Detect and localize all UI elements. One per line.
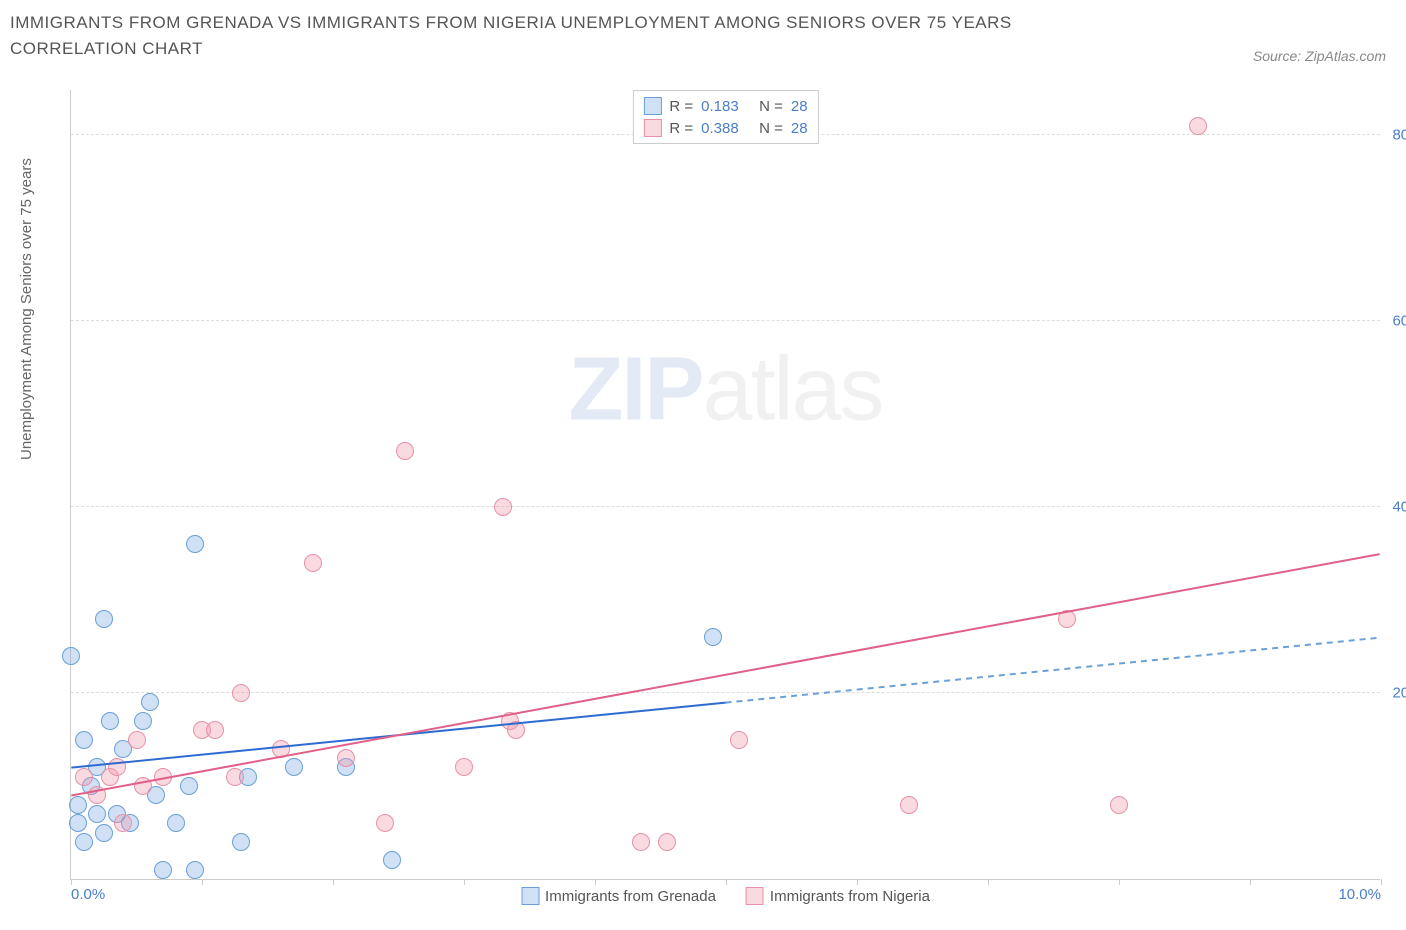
point-nigeria: [75, 768, 93, 786]
legend-item-nigeria: Immigrants from Nigeria: [746, 887, 930, 905]
point-nigeria: [128, 731, 146, 749]
n-label: N =: [759, 98, 783, 115]
point-nigeria: [114, 814, 132, 832]
point-grenada: [75, 833, 93, 851]
plot-area: ZIPatlas R = 0.183 N = 28 R = 0.388 N = …: [70, 90, 1380, 880]
x-tick: [1119, 879, 1120, 885]
x-tick: [1250, 879, 1251, 885]
swatch-grenada: [521, 887, 539, 905]
y-tick-label: 20.0%: [1392, 685, 1406, 702]
point-grenada: [186, 861, 204, 879]
point-grenada: [69, 796, 87, 814]
point-grenada: [285, 758, 303, 776]
point-grenada: [186, 535, 204, 553]
n-value-grenada: 28: [791, 98, 808, 115]
x-tick: [202, 879, 203, 885]
point-grenada: [95, 610, 113, 628]
point-nigeria: [1189, 117, 1207, 135]
x-tick: [464, 879, 465, 885]
legend-row-grenada: R = 0.183 N = 28: [643, 95, 807, 117]
watermark: ZIPatlas: [568, 338, 882, 441]
point-grenada: [95, 824, 113, 842]
point-grenada: [134, 712, 152, 730]
point-nigeria: [455, 758, 473, 776]
chart-title: IMMIGRANTS FROM GRENADA VS IMMIGRANTS FR…: [10, 10, 1110, 61]
trend-line: [71, 703, 725, 768]
point-nigeria: [1058, 610, 1076, 628]
legend-item-grenada: Immigrants from Grenada: [521, 887, 716, 905]
point-nigeria: [88, 786, 106, 804]
point-grenada: [141, 693, 159, 711]
r-value-nigeria: 0.388: [701, 120, 751, 137]
x-tick: [988, 879, 989, 885]
point-grenada: [88, 805, 106, 823]
point-nigeria: [154, 768, 172, 786]
point-nigeria: [494, 498, 512, 516]
point-nigeria: [1110, 796, 1128, 814]
legend-label-nigeria: Immigrants from Nigeria: [770, 888, 930, 905]
watermark-atlas: atlas: [702, 339, 882, 439]
point-grenada: [101, 712, 119, 730]
watermark-zip: ZIP: [568, 339, 702, 439]
x-tick: [1381, 879, 1382, 885]
point-grenada: [167, 814, 185, 832]
point-nigeria: [376, 814, 394, 832]
legend-row-nigeria: R = 0.388 N = 28: [643, 117, 807, 139]
gridline: [71, 506, 1380, 507]
point-nigeria: [134, 777, 152, 795]
point-nigeria: [632, 833, 650, 851]
gridline: [71, 320, 1380, 321]
swatch-nigeria: [643, 119, 661, 137]
r-label: R =: [669, 120, 693, 137]
swatch-nigeria: [746, 887, 764, 905]
point-grenada: [69, 814, 87, 832]
point-grenada: [62, 647, 80, 665]
point-nigeria: [396, 442, 414, 460]
y-tick-label: 80.0%: [1392, 127, 1406, 144]
point-nigeria: [232, 684, 250, 702]
point-grenada: [232, 833, 250, 851]
r-value-grenada: 0.183: [701, 98, 751, 115]
point-nigeria: [108, 758, 126, 776]
point-grenada: [154, 861, 172, 879]
x-tick: [726, 879, 727, 885]
point-nigeria: [337, 749, 355, 767]
legend-series: Immigrants from Grenada Immigrants from …: [521, 887, 930, 905]
r-label: R =: [669, 98, 693, 115]
point-grenada: [383, 851, 401, 869]
trend-line: [71, 554, 1379, 795]
point-nigeria: [658, 833, 676, 851]
y-tick-label: 60.0%: [1392, 313, 1406, 330]
correlation-chart: IMMIGRANTS FROM GRENADA VS IMMIGRANTS FR…: [10, 10, 1396, 920]
n-value-nigeria: 28: [791, 120, 808, 137]
trend-lines: [71, 90, 1380, 879]
legend-label-grenada: Immigrants from Grenada: [545, 888, 716, 905]
legend-stats: R = 0.183 N = 28 R = 0.388 N = 28: [632, 90, 818, 144]
n-label: N =: [759, 120, 783, 137]
point-nigeria: [900, 796, 918, 814]
x-tick: [333, 879, 334, 885]
gridline: [71, 692, 1380, 693]
point-nigeria: [730, 731, 748, 749]
x-tick-label: 0.0%: [71, 886, 105, 903]
point-grenada: [704, 628, 722, 646]
point-grenada: [75, 731, 93, 749]
y-tick-label: 40.0%: [1392, 499, 1406, 516]
source-label: Source: ZipAtlas.com: [1253, 48, 1386, 64]
x-tick: [857, 879, 858, 885]
point-nigeria: [206, 721, 224, 739]
point-nigeria: [507, 721, 525, 739]
y-axis-label: Unemployment Among Seniors over 75 years: [18, 158, 35, 460]
x-tick-label: 10.0%: [1338, 886, 1381, 903]
point-nigeria: [304, 554, 322, 572]
point-grenada: [180, 777, 198, 795]
x-tick: [595, 879, 596, 885]
point-nigeria: [226, 768, 244, 786]
x-tick: [71, 879, 72, 885]
point-nigeria: [272, 740, 290, 758]
swatch-grenada: [643, 97, 661, 115]
